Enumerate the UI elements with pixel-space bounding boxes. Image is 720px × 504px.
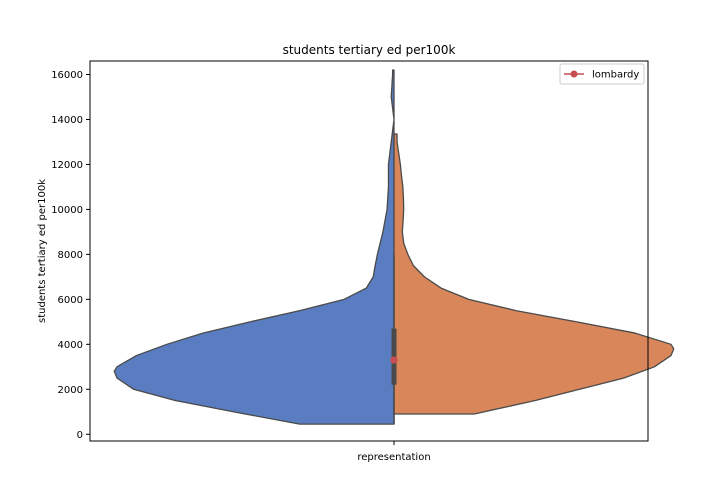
plot-frame	[89, 60, 649, 442]
legend-entry-lombardy: lombardy	[592, 70, 639, 81]
chart-title: students tertiary ed per100k	[283, 43, 456, 57]
highlight-point-lombardy	[390, 356, 398, 364]
violin-group	[113, 69, 675, 425]
x-axis: representation	[357, 441, 431, 463]
y-tick-label-2000: 2000	[58, 385, 83, 396]
y-tick-label-4000: 4000	[58, 340, 83, 351]
y-tick-label-16000: 16000	[51, 70, 83, 81]
x-tick-label-representation: representation	[357, 452, 430, 463]
y-tick-label-10000: 10000	[51, 205, 83, 216]
legend: lombardy	[559, 63, 645, 85]
y-axis: 0 2000 4000 6000 8000 10000 12000 14000 16000	[51, 70, 90, 441]
y-tick-label-8000: 8000	[58, 250, 83, 261]
legend-box	[559, 63, 645, 85]
y-axis-label: students tertiary ed per100k	[37, 179, 48, 323]
y-tick-label-12000: 12000	[51, 160, 83, 171]
y-tick-label-14000: 14000	[51, 115, 83, 126]
y-tick-label-6000: 6000	[58, 295, 83, 306]
inner-box-group	[390, 254, 398, 425]
y-tick-label-0: 0	[77, 430, 83, 441]
legend-dot-marker	[570, 70, 578, 78]
violin-right-half	[393, 133, 675, 415]
violin-left-half	[113, 69, 395, 425]
